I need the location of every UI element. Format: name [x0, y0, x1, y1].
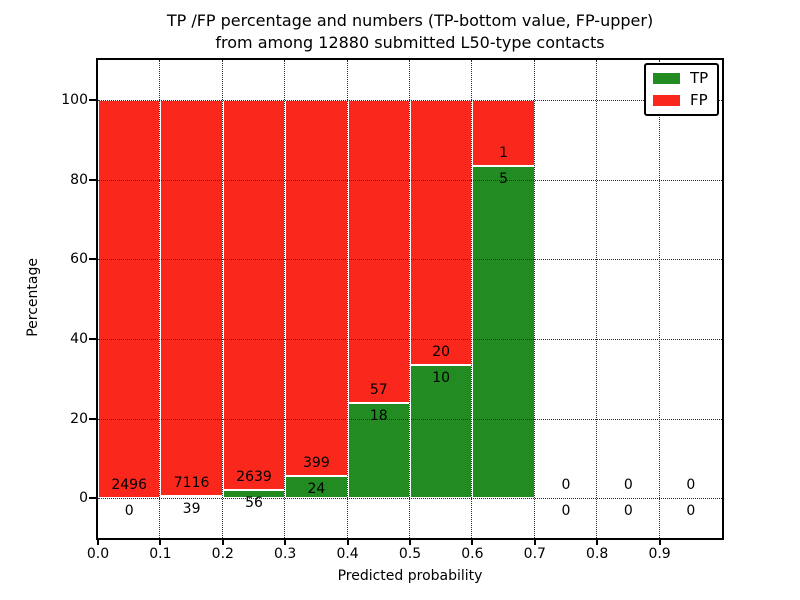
legend-entry-fp: FP: [653, 93, 708, 108]
gridline-horizontal: [98, 338, 722, 340]
tp-bar: [472, 166, 535, 499]
x-axis-tick-label: 0.3: [274, 546, 297, 562]
x-tick-mark: [471, 538, 474, 545]
fp-count-label: 57: [369, 381, 388, 398]
y-axis-tick-label: 40: [70, 330, 88, 347]
fp-bar: [285, 99, 348, 476]
gridline-vertical: [221, 60, 223, 538]
y-axis-tick-label: 0: [79, 490, 88, 507]
gridline-horizontal: [98, 179, 722, 181]
legend: TP FP: [644, 63, 720, 116]
chart-title-line-1: TP /FP percentage and numbers (TP-bottom…: [166, 11, 654, 30]
y-axis-label: Percentage: [22, 58, 44, 536]
x-axis-tick-label: 0.2: [211, 546, 234, 562]
x-axis-tick-label: 0.6: [461, 546, 484, 562]
y-axis-tick-label: 80: [70, 171, 88, 188]
y-axis-tick-label: 60: [70, 251, 88, 268]
gridline-vertical: [409, 60, 410, 538]
gridline-horizontal: [98, 259, 722, 261]
gridline-vertical: [533, 60, 535, 538]
legend-entry-tp: TP: [653, 71, 708, 86]
fp-count-label: 1: [499, 145, 509, 162]
fp-count-label: 2496: [111, 477, 147, 494]
x-tick-mark: [159, 538, 162, 545]
y-tick-mark: [89, 258, 96, 261]
gridline-vertical: [471, 60, 473, 538]
x-axis-tick-label: 0.8: [586, 546, 609, 562]
gridline-vertical: [284, 60, 286, 538]
fp-legend-label: FP: [690, 91, 708, 109]
y-axis-tick-label: 100: [61, 91, 88, 108]
x-tick-mark: [97, 538, 99, 545]
gridline-horizontal: [98, 498, 722, 500]
fp-count-label: 0: [686, 477, 696, 494]
fp-count-label: 7116: [173, 474, 210, 491]
y-axis-label-text: Percentage: [25, 257, 41, 337]
x-axis-tick-label: 0.0: [86, 546, 110, 562]
tp-legend-label: TP: [690, 69, 709, 87]
chart-title: TP /FP percentage and numbers (TP-bottom…: [98, 10, 722, 54]
tp-legend-swatch: [653, 73, 680, 84]
fp-count-label: 0: [561, 477, 571, 494]
fp-count-label: 20: [432, 344, 451, 361]
fp-bar: [222, 99, 286, 490]
x-axis-label: Predicted probability: [337, 568, 483, 584]
tp-count-label: 24: [307, 480, 326, 497]
tp-count-label: 0: [124, 503, 134, 520]
x-tick-mark: [221, 538, 224, 545]
x-axis-tick-label: 0.1: [149, 546, 172, 562]
gridline-vertical: [658, 60, 660, 538]
fp-bar: [98, 99, 161, 499]
y-tick-mark: [89, 178, 96, 181]
tp-count-label: 0: [623, 503, 633, 520]
tp-count-label: 56: [245, 494, 263, 511]
fp-legend-swatch: [653, 95, 680, 106]
x-tick-mark: [596, 538, 599, 545]
plot-area: 2496 0 7116 39 2639 56 399 24 57 18 20 10 1 5 0 0 0 0 0 0 0 2…: [61, 58, 724, 562]
x-axis-tick-label: 0.4: [336, 546, 359, 562]
tp-count-label: 18: [369, 407, 388, 424]
x-axis-tick-label: 0.9: [648, 546, 671, 562]
tp-count-label: 0: [686, 503, 696, 520]
y-tick-mark: [89, 497, 96, 500]
fp-count-label: 0: [623, 477, 633, 494]
gridline-vertical: [159, 60, 161, 538]
fp-bar: [410, 99, 473, 366]
y-tick-mark: [89, 417, 96, 420]
x-tick-mark: [284, 538, 287, 545]
x-tick-mark: [346, 538, 349, 545]
y-axis-tick-label: 20: [70, 410, 88, 427]
fp-bar: [160, 99, 223, 496]
gridline-horizontal: [98, 418, 722, 420]
tp-count-label: 5: [499, 171, 509, 188]
x-tick-mark: [533, 538, 536, 545]
y-tick-mark: [89, 98, 96, 101]
x-tick-mark: [409, 538, 411, 545]
tp-bar: [347, 402, 410, 499]
gridline-vertical: [596, 60, 598, 538]
y-tick-mark: [89, 337, 96, 340]
tp-count-label: 39: [182, 500, 201, 517]
x-tick-mark: [658, 538, 661, 545]
fp-count-label: 399: [303, 454, 330, 471]
gridline-horizontal: [98, 99, 722, 101]
tp-bar: [410, 365, 473, 499]
tp-count-label: 10: [432, 370, 451, 387]
tp-count-label: 0: [561, 503, 571, 520]
x-axis-tick-label: 0.5: [398, 546, 422, 562]
chart-title-line-2: from among 12880 submitted L50-type cont…: [215, 33, 605, 52]
fp-bar: [347, 99, 410, 403]
fp-count-label: 2639: [236, 468, 272, 485]
gridline-vertical: [346, 60, 348, 538]
x-axis-tick-label: 0.7: [523, 546, 546, 562]
